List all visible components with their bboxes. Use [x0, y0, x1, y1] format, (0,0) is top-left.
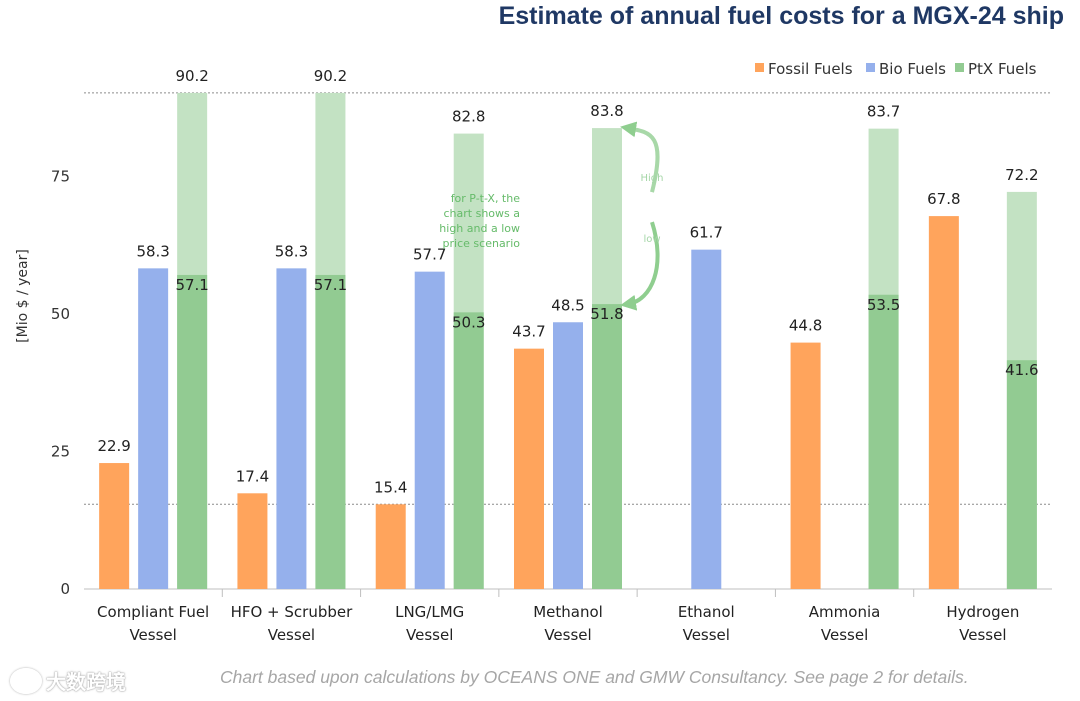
bio-value-label: 58.3 — [275, 242, 308, 260]
ptx-low-bar — [1006, 360, 1037, 589]
x-category-label: Ethanol Vessel — [678, 603, 735, 644]
bio-bar — [553, 322, 583, 589]
fossil-value-label: 17.4 — [236, 467, 269, 485]
fossil-value-label: 44.8 — [789, 317, 822, 335]
ptx-high-value-label: 83.8 — [590, 102, 623, 120]
bio-bar — [414, 271, 445, 589]
fossil-value-label: 15.4 — [374, 478, 407, 496]
ptx-low-value-label: 53.5 — [867, 296, 900, 314]
fossil-bar — [514, 348, 544, 589]
y-tick-label: 25 — [51, 443, 70, 461]
x-category-label: Compliant Fuel Vessel — [97, 603, 209, 644]
x-category-label-line: Compliant Fuel — [97, 603, 209, 621]
high-arrow — [620, 121, 660, 193]
x-category-label-line: Hydrogen — [946, 603, 1019, 621]
legend-label: PtX Fuels — [968, 60, 1037, 78]
fossil-value-label: 22.9 — [97, 437, 130, 455]
fossil-bar — [790, 342, 821, 589]
x-category-label-line: Vessel — [129, 626, 176, 644]
ptx-low-value-label: 57.1 — [314, 276, 347, 294]
chart-title: Estimate of annual fuel costs for a MGX-… — [498, 2, 1064, 30]
annotation-note-line: high and a low — [439, 222, 520, 235]
x-category-label-line: Vessel — [821, 626, 868, 644]
low-arrow — [620, 221, 660, 311]
fossil-bar — [237, 493, 268, 589]
ptx-low-bar — [177, 274, 208, 589]
x-category-label-line: Vessel — [544, 626, 591, 644]
x-category-label-line: Vessel — [683, 626, 730, 644]
fossil-value-label: 67.8 — [927, 190, 960, 208]
ptx-low-value-label: 41.6 — [1005, 361, 1038, 379]
fossil-value-label: 43.7 — [512, 323, 545, 341]
x-category-label-line: HFO + Scrubber — [231, 603, 354, 621]
ptx-low-value-label: 50.3 — [452, 313, 485, 331]
legend-swatch — [755, 63, 764, 72]
legend-label: Fossil Fuels — [768, 60, 853, 78]
legend-swatch — [955, 63, 964, 72]
x-category-label: Hydrogen Vessel — [946, 603, 1019, 644]
ptx-high-value-label: 90.2 — [175, 67, 208, 85]
bio-value-label: 58.3 — [136, 242, 169, 260]
legend-swatch — [866, 63, 875, 72]
watermark-text: 大数跨境 — [46, 670, 126, 694]
x-category-label-line: Vessel — [959, 626, 1006, 644]
x-category-label-line: Ammonia — [809, 603, 881, 621]
annotation-note-line: price scenario — [443, 237, 521, 250]
ptx-low-bar — [315, 274, 346, 589]
watermark-logo: 大数跨境 — [10, 666, 126, 695]
x-category-label: LNG/LMG Vessel — [395, 603, 464, 644]
bio-value-label: 61.7 — [690, 224, 723, 242]
annotation-note-line: chart shows a — [444, 207, 521, 220]
ptx-low-bar — [453, 312, 484, 589]
x-category-label: Ammonia Vessel — [809, 603, 881, 644]
low-scenario-label: low — [643, 234, 660, 245]
y-tick-label: 0 — [60, 580, 70, 598]
legend-label: Bio Fuels — [879, 60, 946, 78]
y-tick-label: 50 — [51, 305, 70, 323]
ptx-low-value-label: 57.1 — [175, 276, 208, 294]
x-category-label-line: Vessel — [406, 626, 453, 644]
y-tick-label: 75 — [51, 168, 70, 186]
x-category-label-line: LNG/LMG — [395, 603, 464, 621]
x-category-label-line: Methanol — [533, 603, 603, 621]
bio-value-label: 48.5 — [551, 296, 584, 314]
watermark-icon — [10, 667, 42, 694]
ptx-low-bar — [592, 304, 622, 589]
bio-bar — [691, 249, 722, 589]
x-category-label: HFO + Scrubber Vessel — [231, 603, 354, 644]
ptx-high-value-label: 83.7 — [867, 103, 900, 121]
bio-value-label: 57.7 — [413, 246, 446, 264]
fossil-bar — [99, 463, 130, 589]
high-scenario-label: High — [641, 173, 664, 184]
x-category-label-line: Ethanol — [678, 603, 735, 621]
fossil-bar — [375, 504, 406, 589]
bio-bar — [276, 268, 307, 589]
x-category-label: Methanol Vessel — [533, 603, 603, 644]
footnote: Chart based upon calculations by OCEANS … — [220, 667, 969, 687]
ptx-low-value-label: 51.8 — [590, 305, 623, 323]
x-category-label-line: Vessel — [268, 626, 315, 644]
ptx-high-value-label: 72.2 — [1005, 166, 1038, 184]
ptx-high-value-label: 82.8 — [452, 108, 485, 126]
y-axis-title: [Mio $ / year] — [15, 249, 31, 343]
bio-bar — [138, 268, 169, 589]
ptx-low-bar — [868, 294, 899, 589]
annotation-note-line: for P-t-X, the — [451, 192, 521, 205]
ptx-high-value-label: 90.2 — [314, 67, 347, 85]
fossil-bar — [928, 216, 959, 589]
